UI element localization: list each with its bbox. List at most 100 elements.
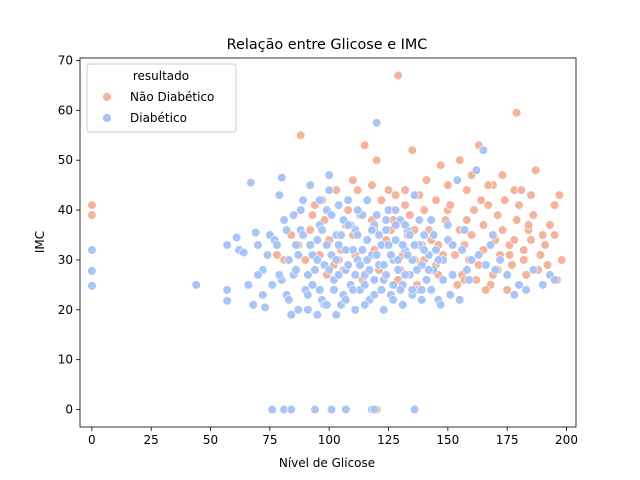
point-diabetico bbox=[310, 404, 320, 415]
point-nao-diabetico bbox=[497, 225, 508, 235]
point-diabetico bbox=[431, 245, 441, 255]
point-diabetico bbox=[296, 205, 306, 215]
point-diabetico bbox=[364, 265, 375, 275]
point-nao-diabetico bbox=[348, 175, 358, 185]
point-nao-diabetico bbox=[421, 175, 432, 185]
legend-marker-nao-diabetico bbox=[102, 92, 112, 102]
x-tick-label: 75 bbox=[262, 433, 277, 447]
point-diabetico bbox=[443, 220, 453, 230]
point-diabetico bbox=[331, 255, 341, 265]
point-nao-diabetico bbox=[300, 255, 311, 265]
point-nao-diabetico bbox=[87, 210, 97, 220]
point-nao-diabetico bbox=[391, 190, 401, 200]
point-nao-diabetico bbox=[462, 215, 472, 225]
point-diabetico bbox=[550, 275, 560, 285]
legend-marker-diabetico bbox=[102, 113, 112, 123]
point-nao-diabetico bbox=[557, 255, 567, 265]
point-nao-diabetico bbox=[393, 70, 403, 81]
point-diabetico bbox=[303, 290, 313, 300]
point-diabetico bbox=[379, 305, 389, 315]
point-diabetico bbox=[310, 265, 320, 275]
point-diabetico bbox=[421, 275, 432, 285]
point-nao-diabetico bbox=[436, 160, 446, 170]
point-nao-diabetico bbox=[519, 245, 529, 255]
point-diabetico bbox=[239, 247, 249, 258]
chart-title: Relação entre Glicose e IMC bbox=[227, 37, 428, 53]
point-diabetico bbox=[291, 240, 301, 250]
point-diabetico bbox=[424, 265, 434, 275]
point-diabetico bbox=[488, 230, 498, 240]
point-diabetico bbox=[334, 270, 344, 280]
point-diabetico bbox=[426, 285, 436, 295]
point-diabetico bbox=[222, 240, 232, 250]
point-diabetico bbox=[414, 215, 424, 225]
point-diabetico bbox=[312, 310, 322, 320]
point-diabetico bbox=[350, 270, 360, 280]
x-tick-label: 175 bbox=[496, 433, 519, 447]
point-nao-diabetico bbox=[296, 130, 306, 140]
point-diabetico bbox=[360, 280, 370, 290]
point-diabetico bbox=[466, 255, 477, 265]
point-diabetico bbox=[343, 195, 353, 205]
point-diabetico bbox=[274, 270, 284, 280]
point-nao-diabetico bbox=[526, 235, 536, 245]
point-nao-diabetico bbox=[407, 145, 417, 155]
point-diabetico bbox=[410, 404, 420, 415]
point-diabetico bbox=[293, 250, 303, 260]
point-diabetico bbox=[362, 195, 372, 205]
point-diabetico bbox=[312, 255, 322, 265]
x-axis-label: Nível de Glicose bbox=[279, 456, 375, 470]
point-diabetico bbox=[312, 235, 322, 245]
point-diabetico bbox=[374, 230, 384, 240]
point-diabetico bbox=[232, 232, 242, 243]
point-diabetico bbox=[322, 300, 332, 310]
point-diabetico bbox=[343, 220, 353, 230]
point-nao-diabetico bbox=[478, 220, 489, 230]
point-diabetico bbox=[353, 230, 363, 240]
point-diabetico bbox=[379, 260, 389, 270]
point-diabetico bbox=[391, 220, 401, 230]
point-diabetico bbox=[386, 250, 396, 260]
y-tick-label: 70 bbox=[58, 53, 73, 67]
point-diabetico bbox=[322, 240, 332, 250]
point-diabetico bbox=[433, 255, 443, 265]
point-diabetico bbox=[381, 225, 391, 235]
point-diabetico bbox=[495, 255, 505, 265]
point-diabetico bbox=[400, 270, 410, 280]
point-diabetico bbox=[502, 270, 512, 280]
point-nao-diabetico bbox=[469, 205, 479, 215]
point-nao-diabetico bbox=[512, 215, 522, 225]
point-diabetico bbox=[381, 215, 391, 225]
point-nao-diabetico bbox=[405, 210, 415, 220]
y-tick-label: 60 bbox=[58, 103, 73, 117]
point-diabetico bbox=[331, 310, 341, 320]
point-nao-diabetico bbox=[504, 250, 515, 260]
point-diabetico bbox=[262, 250, 273, 260]
point-nao-diabetico bbox=[307, 210, 318, 220]
point-diabetico bbox=[490, 265, 500, 275]
point-nao-diabetico bbox=[523, 220, 534, 230]
point-diabetico bbox=[222, 285, 232, 295]
point-diabetico bbox=[410, 240, 420, 250]
point-diabetico bbox=[291, 265, 301, 275]
point-diabetico bbox=[298, 195, 308, 205]
legend-title: resultado bbox=[133, 69, 189, 83]
x-tick-label: 0 bbox=[88, 433, 96, 447]
point-diabetico bbox=[253, 240, 263, 250]
point-nao-diabetico bbox=[514, 200, 524, 210]
point-diabetico bbox=[372, 118, 382, 128]
point-nao-diabetico bbox=[272, 250, 282, 260]
point-diabetico bbox=[474, 250, 484, 260]
point-diabetico bbox=[436, 300, 446, 310]
point-nao-diabetico bbox=[353, 185, 363, 195]
point-nao-diabetico bbox=[509, 235, 519, 245]
x-tick-label: 150 bbox=[436, 433, 459, 447]
point-diabetico bbox=[329, 285, 339, 295]
y-tick-label: 50 bbox=[58, 153, 73, 167]
point-diabetico bbox=[246, 178, 256, 188]
point-nao-diabetico bbox=[443, 180, 453, 190]
point-diabetico bbox=[429, 230, 439, 240]
point-diabetico bbox=[315, 195, 325, 205]
point-diabetico bbox=[279, 215, 289, 225]
point-diabetico bbox=[391, 205, 401, 215]
